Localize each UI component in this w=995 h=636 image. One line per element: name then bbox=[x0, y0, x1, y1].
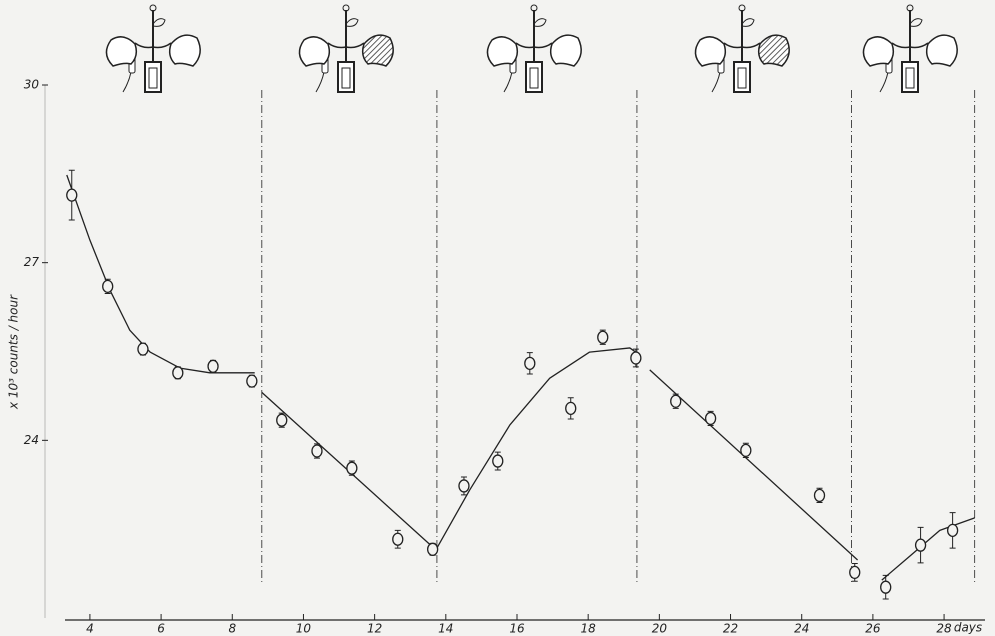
fit-curve bbox=[882, 518, 975, 580]
y-tick-label: 30 bbox=[24, 78, 40, 92]
plant-icon bbox=[863, 5, 957, 92]
data-point bbox=[741, 444, 751, 456]
y-tick-label: 27 bbox=[24, 255, 40, 269]
x-tick-label: 12 bbox=[367, 622, 382, 636]
data-point bbox=[706, 412, 716, 424]
x-tick-label: 28 bbox=[936, 622, 952, 636]
plant-icon bbox=[695, 5, 789, 92]
x-tick-label: 18 bbox=[581, 622, 597, 636]
data-point bbox=[815, 489, 825, 501]
fit-curve bbox=[67, 175, 255, 373]
x-axis-label: days bbox=[954, 621, 982, 635]
x-tick-label: 20 bbox=[652, 622, 668, 636]
data-point bbox=[67, 189, 77, 201]
data-point bbox=[208, 360, 218, 372]
x-tick-label: 10 bbox=[296, 622, 312, 636]
y-axis-label: x 10³ counts / hour bbox=[7, 294, 21, 410]
data-point bbox=[277, 414, 287, 426]
x-tick-label: 4 bbox=[86, 622, 94, 636]
x-tick-label: 8 bbox=[228, 622, 236, 636]
data-point bbox=[428, 543, 438, 555]
data-point bbox=[247, 375, 257, 387]
fit-curve bbox=[650, 370, 858, 560]
x-tick-label: 24 bbox=[794, 622, 809, 636]
data-point bbox=[173, 367, 183, 379]
data-point bbox=[671, 395, 681, 407]
data-point bbox=[312, 445, 322, 457]
data-point bbox=[598, 331, 608, 343]
data-point bbox=[347, 462, 357, 474]
plant-icon bbox=[299, 5, 393, 92]
x-tick-label: 26 bbox=[865, 622, 881, 636]
data-point bbox=[493, 455, 503, 467]
data-point bbox=[103, 280, 113, 292]
data-point bbox=[138, 343, 148, 355]
x-tick-label: 22 bbox=[723, 622, 738, 636]
x-tick-label: 6 bbox=[157, 622, 165, 636]
data-point bbox=[566, 402, 576, 414]
x-tick-label: 14 bbox=[438, 622, 453, 636]
data-point bbox=[916, 539, 926, 551]
y-tick-label: 24 bbox=[24, 433, 39, 447]
data-point bbox=[393, 533, 403, 545]
data-point bbox=[459, 480, 469, 492]
data-point bbox=[850, 566, 860, 578]
data-point bbox=[631, 352, 641, 364]
x-tick-label: 16 bbox=[509, 622, 525, 636]
plant-icon bbox=[106, 5, 200, 92]
data-point bbox=[948, 524, 958, 536]
data-point bbox=[525, 357, 535, 369]
chart: x 10³ counts / hour days 4 6 8 10 12 14 16 18 20… bbox=[0, 0, 995, 636]
plant-icon bbox=[487, 5, 581, 92]
data-point bbox=[881, 581, 891, 593]
fit-curve bbox=[436, 348, 640, 550]
